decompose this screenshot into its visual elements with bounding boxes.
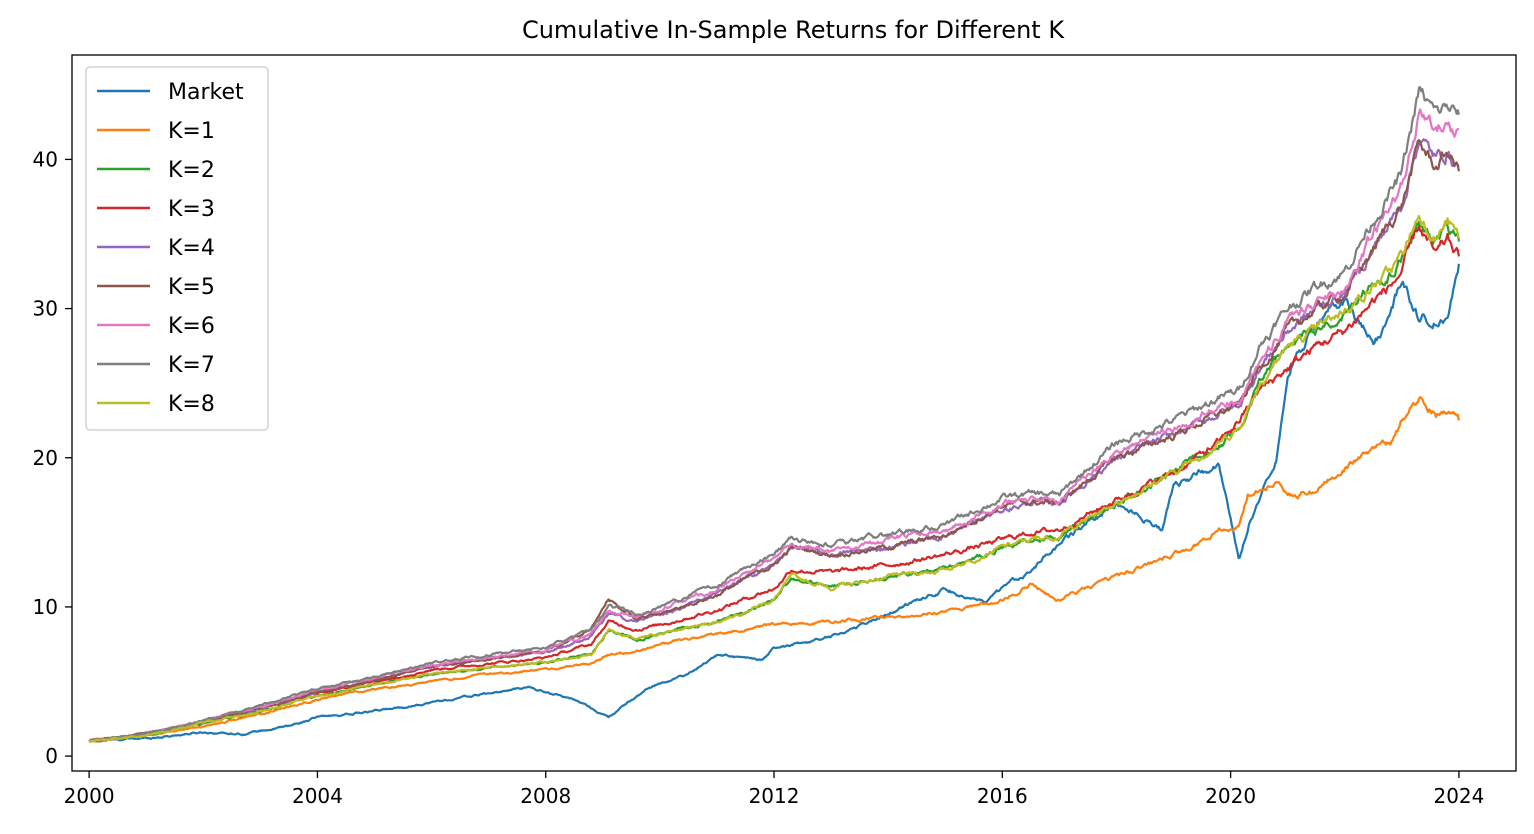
legend-label: K=1 [168,119,215,144]
x-tick-label: 2020 [1205,784,1256,808]
series-line-k-3 [88,225,1461,743]
series-layer [88,86,1461,743]
plot-area-frame [71,54,1517,772]
series-line-k-8 [88,214,1460,743]
x-tick-label: 2008 [520,784,571,808]
x-tick-label: 2024 [1433,784,1484,808]
y-tick-label: 20 [33,446,58,470]
chart-title: Cumulative In-Sample Returns for Differe… [522,16,1065,44]
y-tick-label: 0 [45,744,58,768]
y-tick-label: 40 [33,147,58,171]
series-line-market [89,263,1461,743]
x-tick-label: 2000 [64,784,115,808]
legend-label: Market [168,80,244,105]
legend-label: K=7 [168,353,215,378]
series-line-k-5 [88,139,1461,743]
series-line-k-7 [88,86,1460,743]
legend-label: K=3 [168,197,215,222]
x-tick-label: 2004 [292,784,343,808]
legend-label: K=6 [168,314,215,339]
legend: Market K=1 K=2 K=3 K=4 K=5 K=6 K=7 K=8 [85,66,269,431]
legend-label: K=8 [168,392,215,417]
legend-label: K=4 [168,236,215,261]
series-line-k-1 [89,396,1460,743]
y-axis: 0 10 20 30 40 [33,147,72,768]
y-tick-label: 30 [33,297,58,321]
y-tick-label: 10 [33,595,58,619]
legend-label: K=5 [168,275,215,300]
legend-label: K=2 [168,158,215,183]
x-tick-label: 2016 [977,784,1028,808]
x-axis: 2000 2004 2008 2012 2016 2020 2024 [64,771,1484,808]
x-tick-label: 2012 [749,784,800,808]
legend-box [85,66,269,431]
